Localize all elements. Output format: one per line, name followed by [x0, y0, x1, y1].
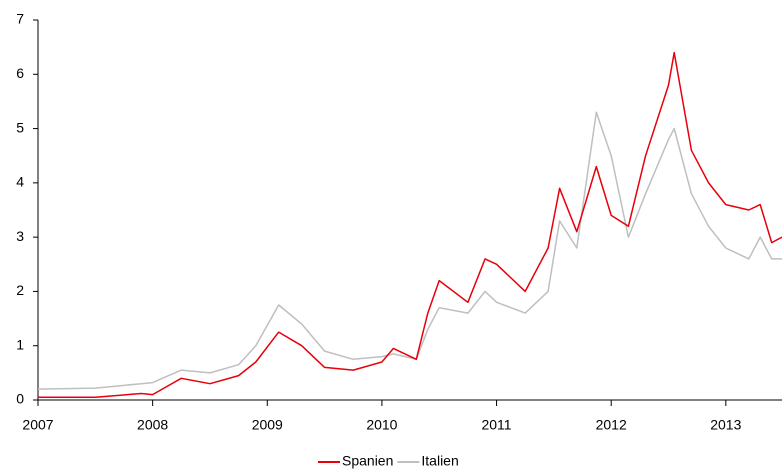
series-line	[38, 51, 782, 399]
legend-label: Italien	[421, 453, 458, 469]
y-tick-label: 6	[16, 65, 24, 81]
x-tick-label: 2010	[366, 417, 397, 433]
x-tick-label: 2007	[22, 417, 53, 433]
x-tick-label: 2009	[252, 417, 283, 433]
series-line	[37, 111, 782, 390]
x-tick-label: 2008	[137, 417, 168, 433]
y-tick-label: 1	[16, 336, 24, 352]
y-tick-label: 0	[16, 391, 24, 407]
y-tick-label: 2	[16, 282, 24, 298]
y-tick-label: 7	[16, 11, 24, 27]
y-tick-label: 5	[16, 119, 24, 135]
y-tick-label: 3	[16, 228, 24, 244]
x-tick-label: 2012	[596, 417, 627, 433]
y-tick-label: 4	[16, 174, 24, 190]
x-tick-label: 2011	[481, 417, 511, 433]
legend-label: Spanien	[342, 453, 393, 469]
x-tick-label: 2013	[710, 417, 741, 433]
